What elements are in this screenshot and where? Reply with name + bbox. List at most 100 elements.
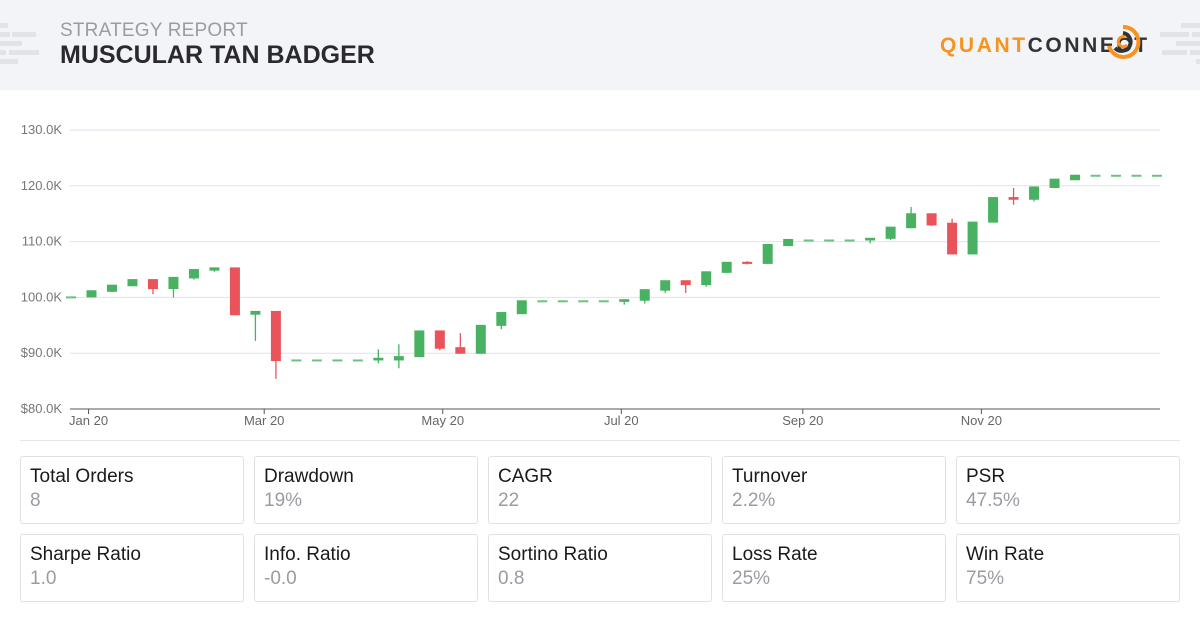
stat-card-drawdown: Drawdown 19% <box>254 456 478 524</box>
candle-up <box>557 300 568 303</box>
candle-up <box>106 284 117 292</box>
stat-value: 0.8 <box>498 568 525 589</box>
stat-label: Drawdown <box>264 466 354 487</box>
candle-up <box>127 279 138 287</box>
stat-label: Total Orders <box>30 466 134 487</box>
candle-up <box>1049 178 1060 189</box>
candle-up <box>701 271 712 286</box>
stat-value: 1.0 <box>30 568 57 589</box>
stat-card-loss-rate: Loss Rate 25% <box>722 534 946 602</box>
y-tick-label: $90.0K <box>21 345 63 360</box>
x-tick-label: Mar 20 <box>244 413 284 428</box>
candle-up <box>844 239 855 242</box>
candle-up <box>86 290 97 298</box>
candle-up <box>865 237 876 241</box>
strategy-name: MUSCULAR TAN BADGER <box>60 41 375 69</box>
candle-up <box>803 239 814 242</box>
stat-card-sharpe-ratio: Sharpe Ratio 1.0 <box>20 534 244 602</box>
stat-value: 25% <box>732 568 771 589</box>
candle-up <box>352 359 363 362</box>
candle-up <box>332 359 343 362</box>
stat-label: Loss Rate <box>732 544 818 565</box>
candle-up <box>393 356 404 361</box>
candle-down <box>229 267 240 316</box>
stat-value: 75% <box>966 568 1005 589</box>
candle-up <box>906 213 917 229</box>
candle-up <box>1090 174 1101 177</box>
stat-card-total-orders: Total Orders 8 <box>20 456 244 524</box>
y-tick-label: 130.0K <box>21 122 63 137</box>
stat-card-win-rate: Win Rate 75% <box>956 534 1180 602</box>
candle-down <box>455 347 466 354</box>
candle-down <box>147 279 158 290</box>
quantconnect-logo-icon <box>1107 24 1141 59</box>
stat-label: Turnover <box>732 466 808 487</box>
candle-up <box>639 289 650 301</box>
stat-value: 2.2% <box>732 490 776 511</box>
candle-up <box>1070 174 1081 181</box>
candle-up <box>988 197 999 223</box>
x-tick-label: Jan 20 <box>69 413 108 428</box>
stat-value: 19% <box>264 490 303 511</box>
candle-down <box>1008 197 1019 200</box>
stat-label: Info. Ratio <box>264 544 351 565</box>
candle-up <box>188 269 199 279</box>
candle-up <box>598 300 609 303</box>
candle-down <box>742 261 753 264</box>
candle-down <box>434 330 445 349</box>
candle-up <box>824 239 835 242</box>
stat-label: Sharpe Ratio <box>30 544 141 565</box>
stat-value: 22 <box>498 490 520 511</box>
stat-card-turnover: Turnover 2.2% <box>722 456 946 524</box>
candle-up <box>1111 174 1122 177</box>
y-tick-label: 100.0K <box>21 289 63 304</box>
candle-up <box>783 238 794 247</box>
y-tick-label: $80.0K <box>21 401 63 416</box>
candle-up <box>1152 174 1162 177</box>
candle-up <box>66 296 76 299</box>
candle-up <box>762 243 773 264</box>
stat-card-psr: PSR 47.5% <box>956 456 1180 524</box>
candle-up <box>660 280 671 291</box>
x-tick-label: Nov 20 <box>961 413 1002 428</box>
candle-up <box>516 300 527 315</box>
stat-card-cagr: CAGR 22 <box>488 456 712 524</box>
stat-value: 8 <box>30 490 41 511</box>
logo-text-quant: QUANT <box>940 34 1028 57</box>
candle-up <box>311 359 322 362</box>
y-tick-label: 120.0K <box>21 178 63 193</box>
candle-up <box>885 226 896 239</box>
candle-up <box>373 357 384 361</box>
x-tick-label: May 20 <box>421 413 464 428</box>
stat-card-info-ratio: Info. Ratio -0.0 <box>254 534 478 602</box>
candle-up <box>578 300 589 303</box>
divider <box>20 440 1180 441</box>
candle-up <box>168 276 179 290</box>
candle-up <box>291 359 302 362</box>
candle-up <box>1131 174 1142 177</box>
candle-up <box>1029 186 1040 200</box>
candle-up <box>250 310 261 315</box>
candle-down <box>947 222 958 255</box>
candle-down <box>270 310 281 362</box>
x-tick-label: Jul 20 <box>604 413 639 428</box>
candle-up <box>209 267 220 271</box>
stat-value: -0.0 <box>264 568 297 589</box>
candle-up <box>496 312 507 326</box>
candle-up <box>721 261 732 273</box>
report-header: STRATEGY REPORT MUSCULAR TAN BADGER QUAN… <box>0 0 1200 90</box>
equity-candlestick-chart: $80.0K $90.0K 100.0K 110.0K 120.0K 130.0K Jan … <box>21 122 1162 428</box>
stat-label: Sortino Ratio <box>498 544 608 565</box>
candle-up <box>475 324 486 354</box>
stat-value: 47.5% <box>966 490 1020 511</box>
candle-up <box>414 330 425 358</box>
candle-down <box>926 213 937 226</box>
stat-card-sortino-ratio: Sortino Ratio 0.8 <box>488 534 712 602</box>
candle-up <box>619 299 630 302</box>
x-tick-label: Sep 20 <box>782 413 823 428</box>
candle-up <box>967 221 978 255</box>
stat-label: Win Rate <box>966 544 1045 565</box>
stat-label: PSR <box>966 466 1006 487</box>
candle-down <box>680 280 691 286</box>
candle-up <box>537 300 548 303</box>
